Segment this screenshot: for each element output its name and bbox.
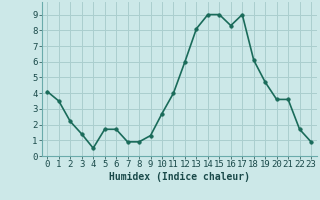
X-axis label: Humidex (Indice chaleur): Humidex (Indice chaleur) — [109, 172, 250, 182]
